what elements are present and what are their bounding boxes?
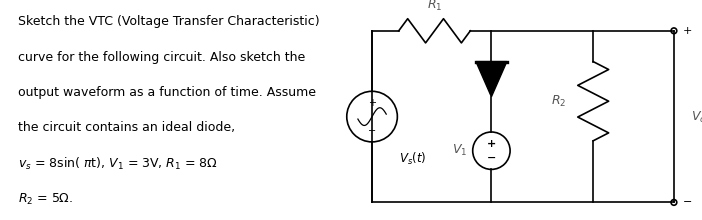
Text: +: + — [682, 26, 691, 36]
Text: $V_s(t)$: $V_s(t)$ — [399, 151, 426, 167]
Text: output waveform as a function of time. Assume: output waveform as a function of time. A… — [18, 86, 316, 99]
Text: −: − — [486, 153, 496, 163]
Text: $V_1$: $V_1$ — [452, 143, 467, 158]
Text: $R_2$: $R_2$ — [551, 94, 567, 109]
Text: curve for the following circuit. Also sketch the: curve for the following circuit. Also sk… — [18, 51, 305, 64]
Text: $v_s$ = 8sin( $\pi$t), $V_1$ = 3V, $R_1$ = 8$\Omega$: $v_s$ = 8sin( $\pi$t), $V_1$ = 3V, $R_1$… — [18, 156, 218, 172]
Text: $R_2$ = 5$\Omega$.: $R_2$ = 5$\Omega$. — [18, 191, 73, 207]
Text: +: + — [368, 98, 376, 108]
Polygon shape — [476, 62, 507, 97]
Text: $R_1$: $R_1$ — [427, 0, 442, 13]
Text: −: − — [368, 126, 376, 136]
Text: Sketch the VTC (Voltage Transfer Characteristic): Sketch the VTC (Voltage Transfer Charact… — [18, 15, 319, 28]
Text: −: − — [682, 197, 691, 207]
Text: $V_o(t)$: $V_o(t)$ — [691, 108, 702, 125]
Text: +: + — [486, 139, 496, 148]
Text: the circuit contains an ideal diode,: the circuit contains an ideal diode, — [18, 121, 234, 134]
